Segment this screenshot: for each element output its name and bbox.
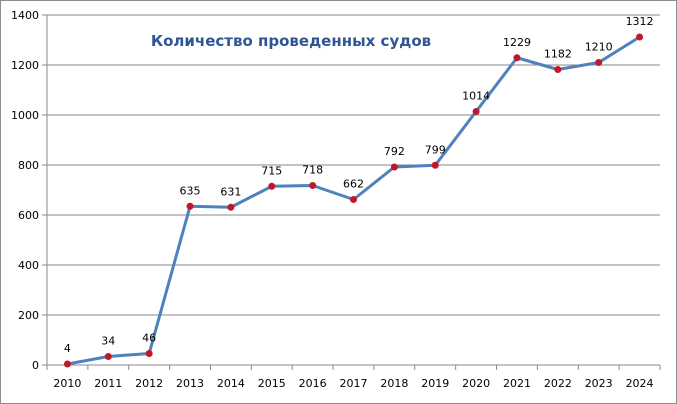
data-label: 799 — [425, 143, 446, 156]
data-point — [268, 182, 276, 190]
x-tick-label: 2021 — [503, 377, 531, 390]
x-tick-label: 2024 — [626, 377, 654, 390]
data-label: 1182 — [544, 48, 572, 61]
data-point — [390, 163, 398, 171]
x-tick-label: 2017 — [340, 377, 368, 390]
x-tick-label: 2019 — [421, 377, 449, 390]
y-tick-label: 400 — [18, 259, 39, 272]
data-point — [636, 33, 644, 41]
data-label: 4 — [64, 342, 71, 355]
data-labels: 4 34 46 635 631 715 718 662 792 799 1014 1229 1182 12… — [64, 15, 654, 355]
data-label: 662 — [343, 178, 364, 191]
x-tick-label: 2022 — [544, 377, 572, 390]
axes — [42, 14, 661, 370]
data-label: 1210 — [585, 41, 613, 54]
data-label: 34 — [101, 335, 115, 348]
y-tick-label: 1200 — [11, 59, 39, 72]
data-label: 46 — [142, 332, 156, 345]
y-tick-label: 1400 — [11, 9, 39, 22]
y-tick-label: 600 — [18, 209, 39, 222]
x-axis-tick-labels: 2010 2011 2012 2013 2014 2015 2016 2017 2018 2019… — [53, 377, 653, 390]
data-label: 1014 — [462, 90, 490, 103]
data-point — [145, 350, 153, 357]
data-label: 635 — [180, 184, 201, 197]
x-tick-label: 2016 — [299, 377, 327, 390]
data-point — [431, 161, 439, 169]
gridlines — [47, 14, 660, 316]
data-point — [227, 203, 235, 211]
data-point — [63, 360, 71, 368]
x-tick-label: 2011 — [94, 377, 122, 390]
data-point — [513, 54, 521, 62]
data-point — [186, 202, 194, 210]
y-axis-tick-labels: 0 200 400 600 800 1000 1200 1400 — [11, 9, 39, 372]
data-label: 718 — [302, 164, 323, 177]
data-label: 1312 — [626, 15, 654, 28]
x-tick-label: 2023 — [585, 377, 613, 390]
x-tick-label: 2010 — [53, 377, 81, 390]
x-tick-label: 2013 — [176, 377, 204, 390]
x-tick-label: 2020 — [462, 377, 490, 390]
data-point — [595, 59, 603, 66]
data-point — [104, 353, 112, 360]
y-tick-label: 0 — [32, 359, 39, 372]
data-label: 715 — [261, 164, 282, 177]
data-label: 792 — [384, 145, 405, 158]
x-tick-label: 2015 — [258, 377, 286, 390]
x-tick-label: 2018 — [380, 377, 408, 390]
data-point — [472, 108, 480, 115]
data-label: 631 — [220, 185, 241, 198]
data-label: 1229 — [503, 36, 531, 49]
y-tick-label: 800 — [18, 159, 39, 172]
series-markers — [63, 33, 644, 368]
chart-title: Количество проведенных судов — [151, 32, 431, 50]
x-tick-label: 2014 — [217, 377, 245, 390]
y-tick-label: 200 — [18, 309, 39, 322]
data-point — [309, 182, 317, 189]
y-tick-label: 1000 — [11, 109, 39, 122]
data-point — [350, 196, 357, 203]
data-point — [554, 66, 562, 73]
x-tick-label: 2012 — [135, 377, 163, 390]
